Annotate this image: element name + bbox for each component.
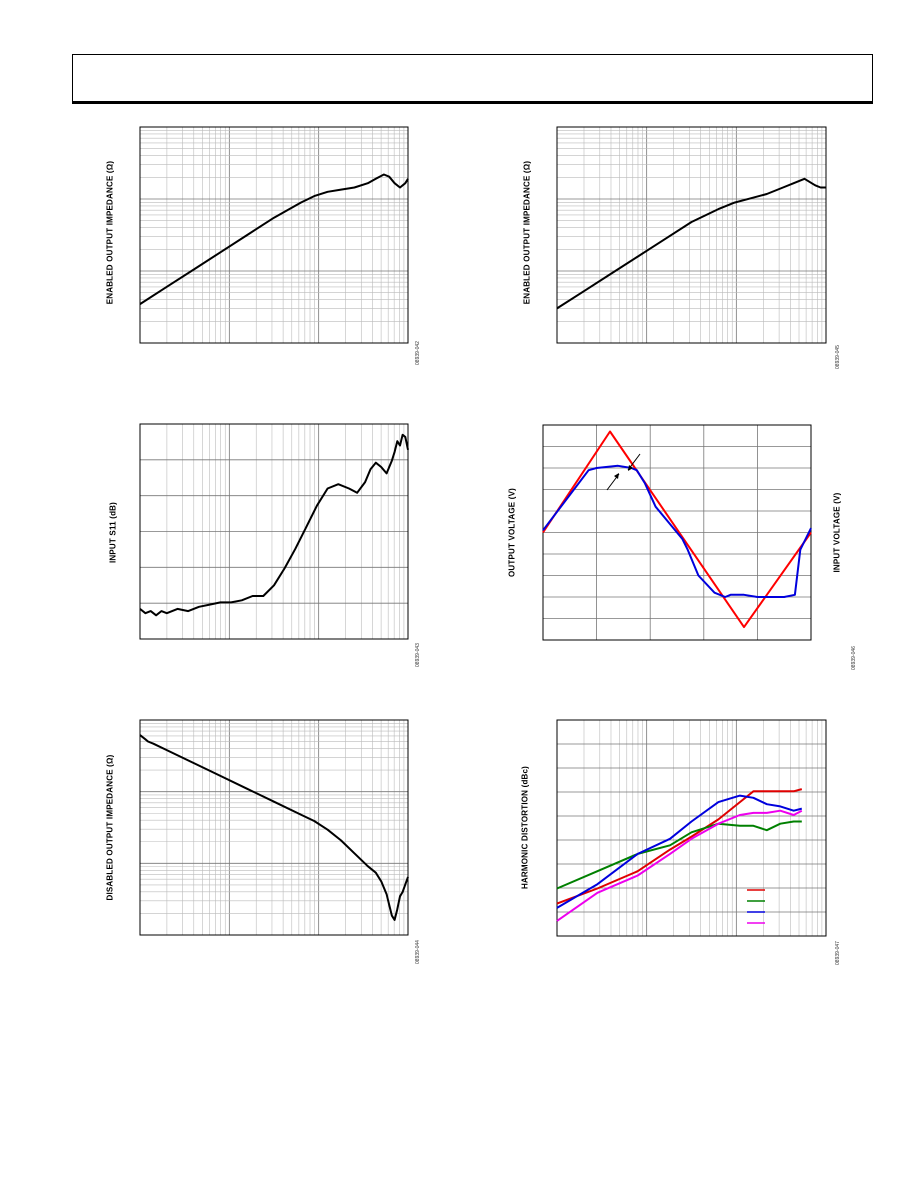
header-rule (72, 102, 873, 104)
series-line-1 (139, 734, 409, 921)
plot-frame (556, 719, 827, 937)
figure-id: 08939-043 (415, 643, 421, 667)
figure-id: 08939-045 (835, 345, 841, 369)
series-line-4 (556, 809, 803, 922)
plot-frame (139, 126, 409, 344)
y-axis-label: DISABLED OUTPUT IMPEDANCE (Ω) (105, 754, 115, 901)
series-line-3 (556, 794, 803, 909)
series-line-1 (139, 433, 409, 617)
plot-frame (542, 424, 812, 641)
arrow-annotation-top (627, 453, 641, 471)
arrow-annotation-bottom (606, 473, 620, 491)
grid (139, 423, 409, 640)
series-line-1 (139, 173, 409, 305)
figure-id: 08939-047 (835, 941, 841, 965)
plot-frame (139, 423, 409, 640)
grid (556, 719, 827, 937)
grid (139, 719, 409, 936)
grid (542, 424, 812, 641)
series-line-1 (556, 177, 826, 310)
y-axis-label: INPUT S11 (dB) (108, 501, 118, 564)
chart-plot (542, 424, 812, 641)
y-axis-label: OUTPUT VOLTAGE (V) (507, 487, 517, 578)
chart-plot (556, 719, 827, 937)
chart-plot (139, 126, 409, 344)
chart-plot (139, 719, 409, 936)
chart-plot (139, 423, 409, 640)
header-box (72, 54, 873, 102)
figure-id: 08939-046 (851, 646, 857, 670)
grid (139, 126, 409, 344)
figure-id: 08939-044 (415, 940, 421, 964)
series-line-2 (542, 464, 812, 598)
y-axis-label: HARMONIC DISTORTION (dBc) (520, 765, 530, 890)
plot-frame (139, 719, 409, 936)
y-axis-label-right: INPUT VOLTAGE (V) (832, 492, 842, 573)
plot-frame (556, 126, 827, 344)
grid (556, 126, 827, 344)
figure-id: 08939-042 (415, 341, 421, 365)
series-line-2 (556, 820, 802, 890)
series-line-1 (556, 788, 803, 905)
y-axis-label: ENABLED OUTPUT IMPEDANCE (Ω) (522, 160, 532, 305)
chart-plot (556, 126, 827, 344)
y-axis-label: ENABLED OUTPUT IMPEDANCE (Ω) (105, 160, 115, 305)
series-line-1 (542, 430, 812, 629)
